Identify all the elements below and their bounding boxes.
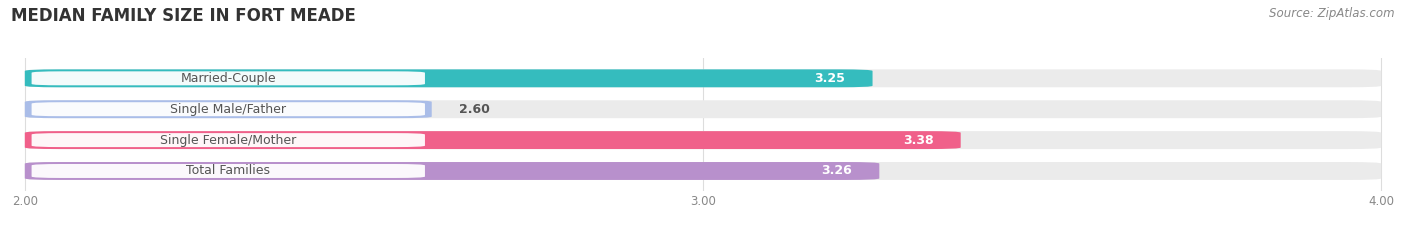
FancyBboxPatch shape [31,102,425,116]
Text: Source: ZipAtlas.com: Source: ZipAtlas.com [1270,7,1395,20]
FancyBboxPatch shape [25,131,960,149]
Text: 3.25: 3.25 [814,72,845,85]
Text: 3.26: 3.26 [821,164,852,178]
FancyBboxPatch shape [25,162,879,180]
FancyBboxPatch shape [25,131,1381,149]
Text: Total Families: Total Families [186,164,270,178]
FancyBboxPatch shape [25,162,1381,180]
Text: 3.38: 3.38 [903,134,934,147]
FancyBboxPatch shape [25,69,1381,87]
FancyBboxPatch shape [25,100,432,118]
Text: Married-Couple: Married-Couple [180,72,276,85]
FancyBboxPatch shape [31,71,425,85]
Text: Single Female/Mother: Single Female/Mother [160,134,297,147]
FancyBboxPatch shape [25,100,1381,118]
Text: Single Male/Father: Single Male/Father [170,103,287,116]
Text: MEDIAN FAMILY SIZE IN FORT MEADE: MEDIAN FAMILY SIZE IN FORT MEADE [11,7,356,25]
FancyBboxPatch shape [25,69,873,87]
FancyBboxPatch shape [31,133,425,147]
FancyBboxPatch shape [31,164,425,178]
Text: 2.60: 2.60 [458,103,489,116]
